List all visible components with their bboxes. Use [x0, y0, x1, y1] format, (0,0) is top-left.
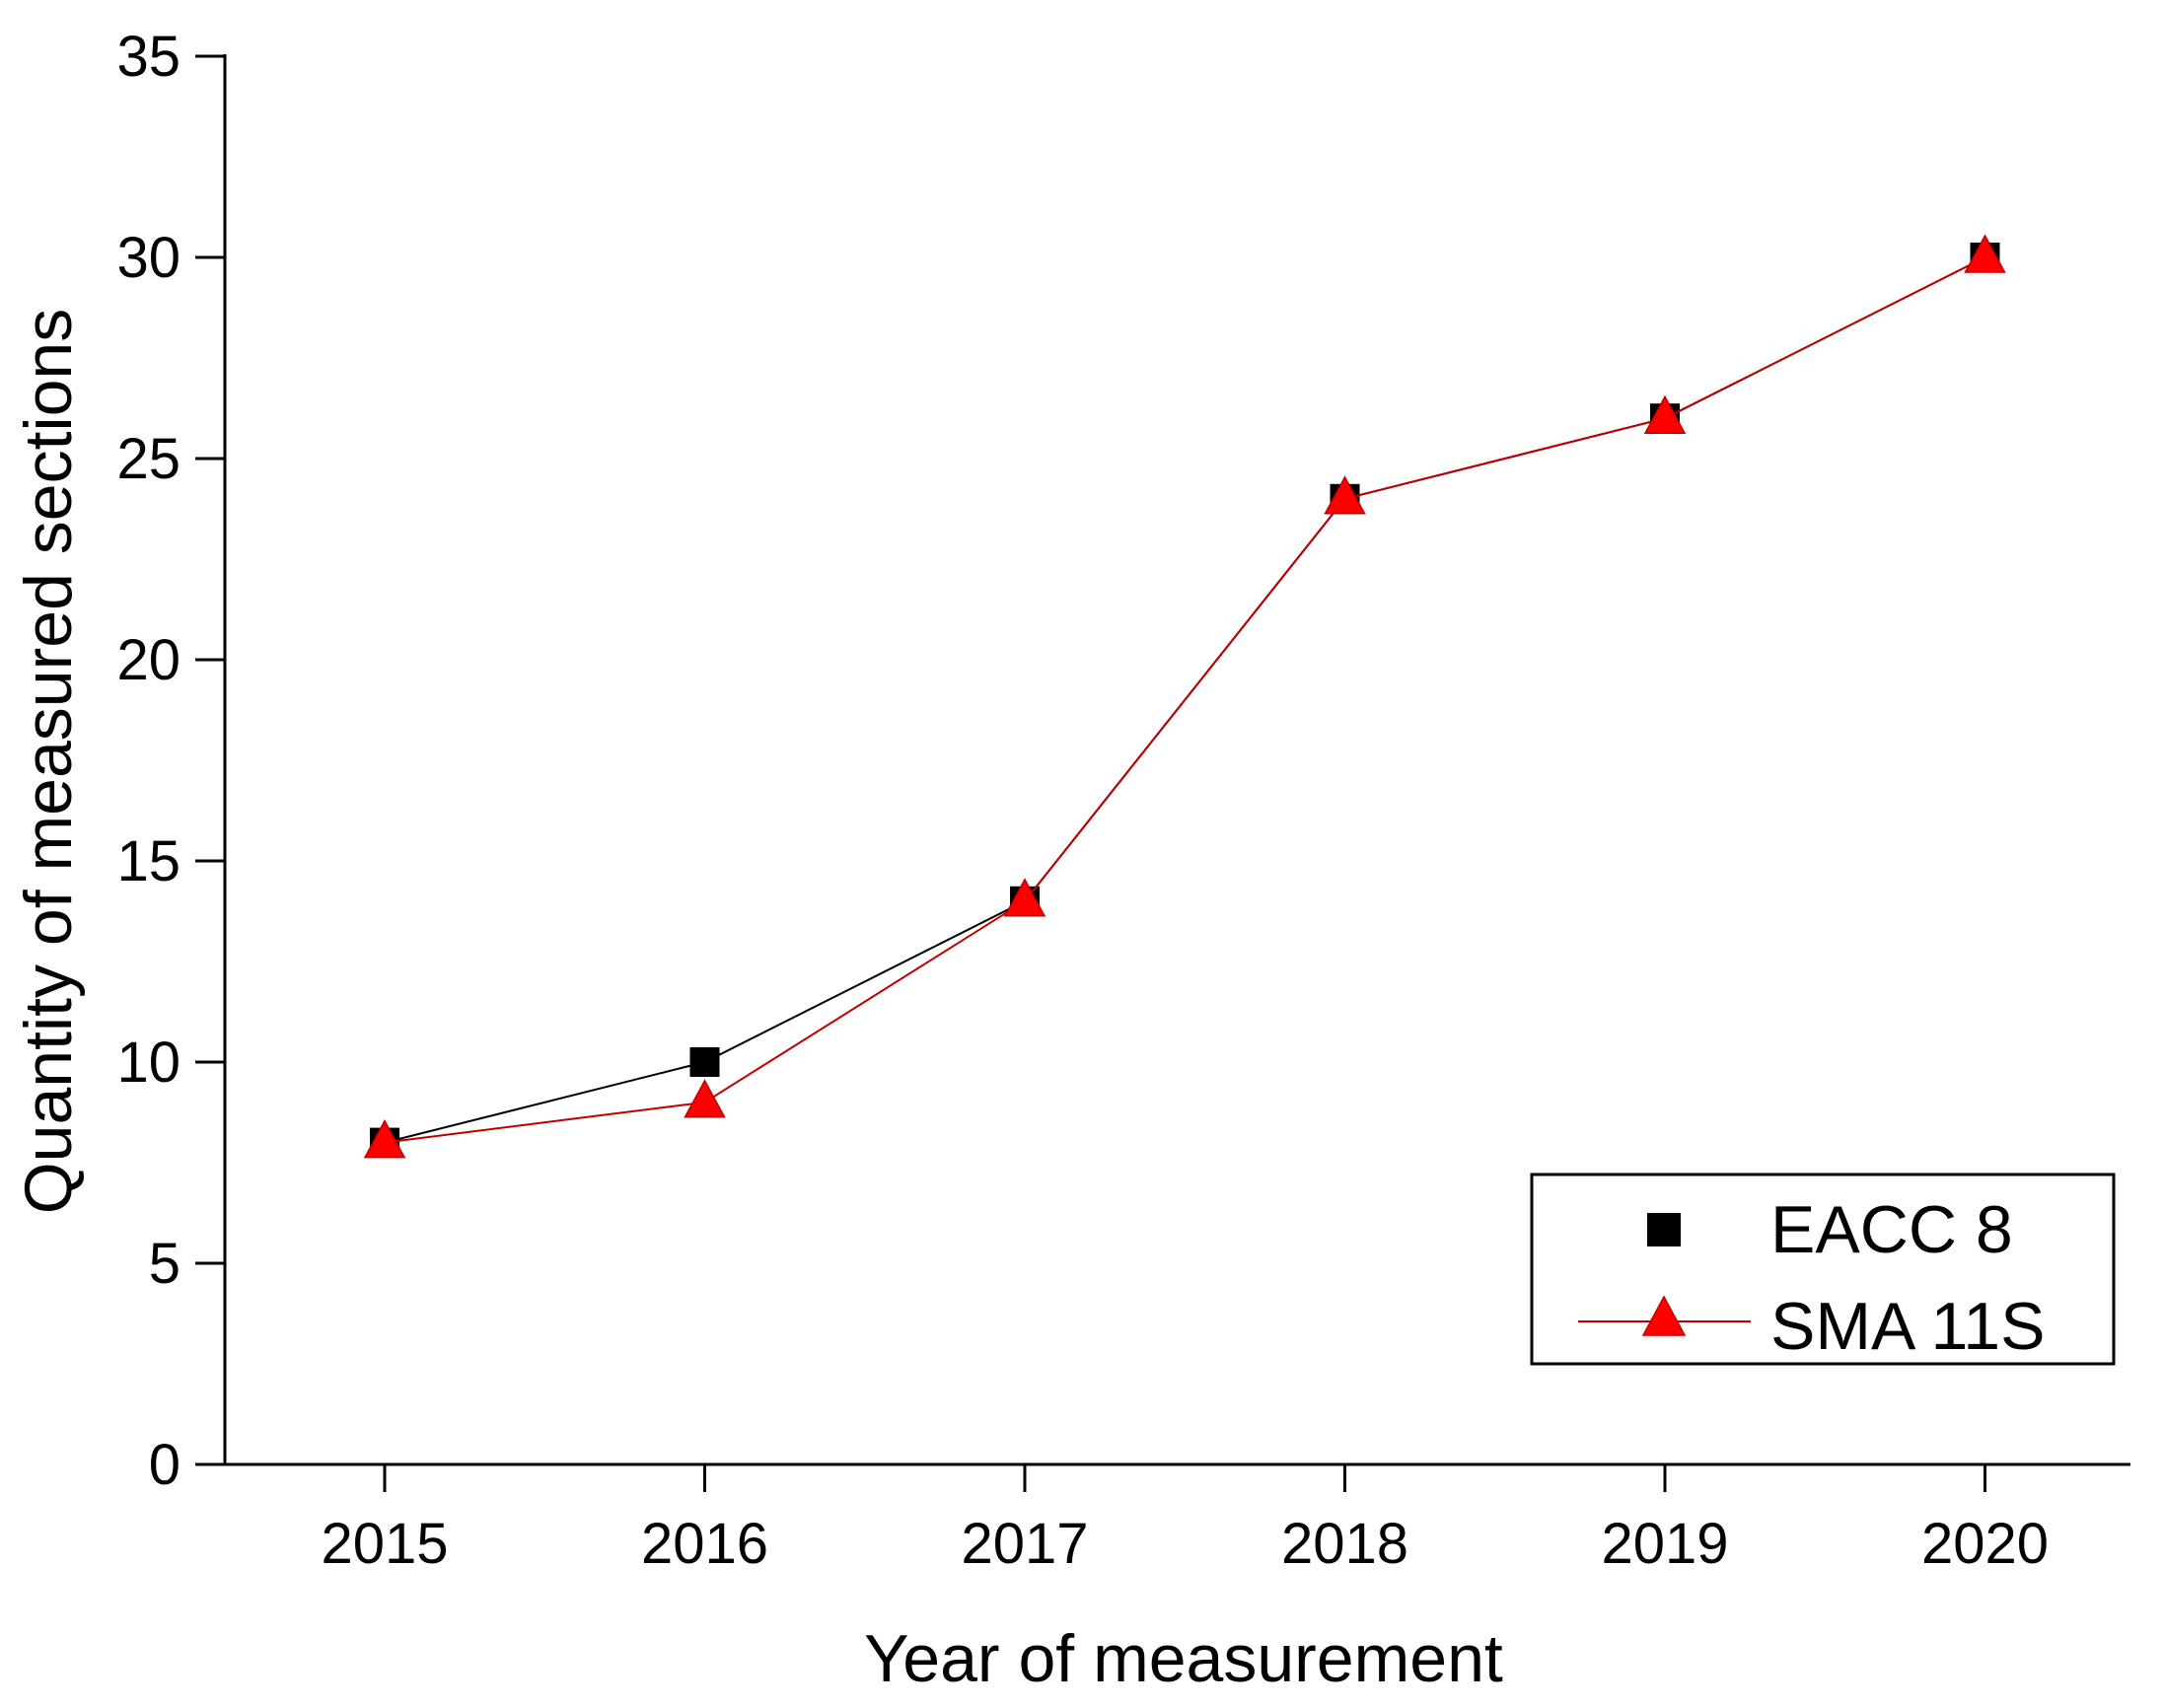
- legend-box: [1530, 1173, 2116, 1366]
- legend-label-eacc8: EACC 8: [1770, 1192, 2013, 1267]
- data-point-sma11s: [363, 1119, 406, 1159]
- y-tick-label: 5: [149, 1232, 180, 1296]
- y-axis-title: Quantity of measured sections: [11, 309, 86, 1214]
- x-tick-label: 2017: [961, 1512, 1088, 1576]
- legend-marker-sma11s: [1641, 1295, 1687, 1336]
- axes: [223, 54, 2130, 1466]
- y-tick-label: 0: [149, 1433, 180, 1497]
- series-layer: [363, 234, 2006, 1159]
- legend: EACC 8 SMA 11S: [1530, 1173, 2116, 1366]
- y-tick-label: 25: [116, 427, 180, 491]
- x-tick-label: 2016: [641, 1512, 768, 1576]
- x-tick-label: 2019: [1601, 1512, 1728, 1576]
- y-tick-label: 30: [116, 226, 180, 290]
- x-axis-title: Year of measurement: [864, 1621, 1503, 1696]
- data-point-eacc8: [689, 1047, 720, 1077]
- legend-marker-eacc8: [1647, 1213, 1681, 1246]
- data-point-sma11s: [1964, 234, 2006, 273]
- data-point-sma11s: [1643, 394, 1687, 434]
- x-axis-ticks: 2015 2016 2017 2018 2019 2020: [321, 1464, 2049, 1576]
- legend-label-sma11s: SMA 11S: [1770, 1289, 2045, 1364]
- data-point-sma11s: [1003, 878, 1046, 917]
- y-tick-label: 20: [116, 628, 180, 692]
- y-axis-ticks: 0 5 10 15 20 25 30 35: [116, 25, 225, 1497]
- x-tick-label: 2018: [1281, 1512, 1408, 1576]
- series-line-sma11s: [384, 256, 1985, 1144]
- data-point-sma11s: [1324, 475, 1366, 515]
- y-tick-label: 10: [116, 1031, 180, 1095]
- y-tick-label: 15: [116, 829, 180, 893]
- data-point-sma11s: [684, 1079, 726, 1118]
- x-tick-label: 2020: [1921, 1512, 2049, 1576]
- x-tick-label: 2015: [321, 1512, 448, 1576]
- y-tick-label: 35: [116, 25, 180, 89]
